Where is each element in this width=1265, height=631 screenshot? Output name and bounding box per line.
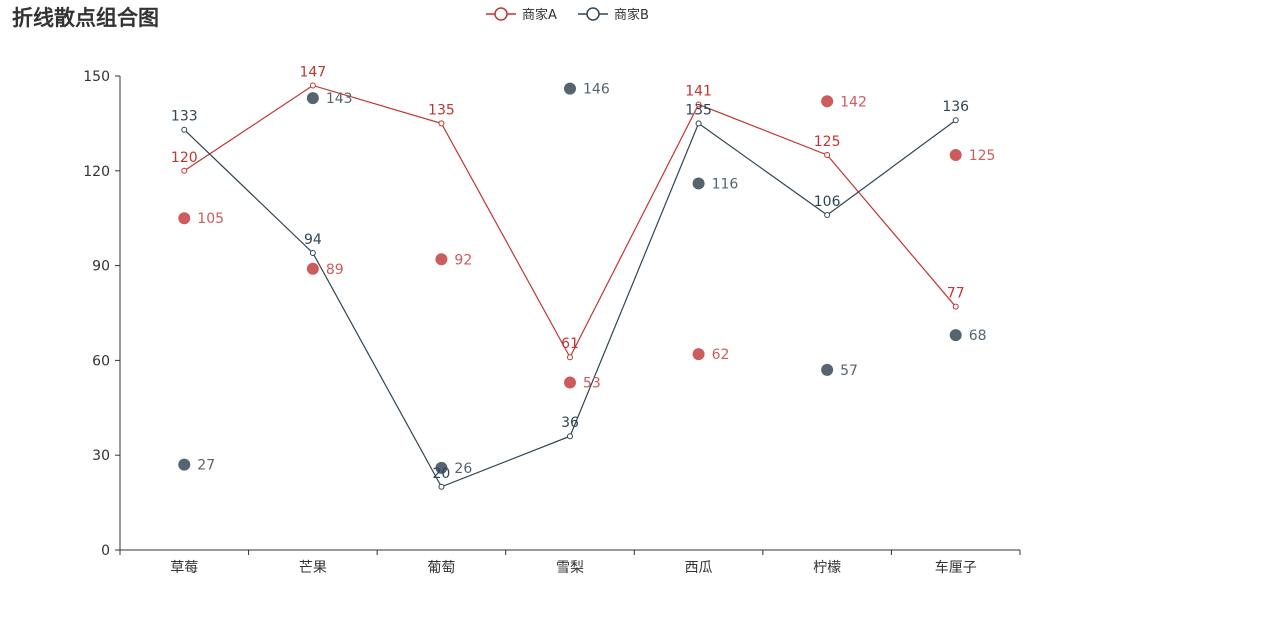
legend[interactable]: 商家A 商家B [486,7,649,23]
line-point[interactable] [567,354,573,361]
x-tick-label: 西瓜 [685,560,713,576]
x-tick-label: 芒果 [299,560,327,576]
scatter-series-group [178,82,962,474]
legend-label: 商家A [522,7,557,23]
scatter-point-1[interactable] [435,253,448,266]
line-data-label: 147 [299,64,326,80]
y-tick-label: 60 [92,353,110,369]
x-tick-label: 车厘子 [935,559,977,576]
line-data-label: 125 [814,134,841,150]
line-data-label: 61 [561,336,579,352]
y-tick-label: 90 [92,259,110,275]
line-data-label: 141 [685,83,712,99]
line-data-label: 135 [685,102,712,118]
y-tick-label: 30 [92,448,110,464]
scatter-point-1[interactable] [692,348,705,361]
scatter-data-label: 142 [840,94,867,110]
line-point[interactable] [695,101,702,108]
scatter-point-1[interactable] [564,376,576,389]
y-tick-label: 120 [83,164,110,180]
x-tick-label: 草莓 [170,560,198,576]
scatter-data-label: 92 [454,252,472,268]
line-point[interactable] [952,117,959,124]
scatter-data-label: 89 [326,262,344,278]
data-labels-group: 120 147 135 61 141 125 77 133 94 20 36 135 106 136 105… [171,64,996,481]
x-tick-label: 柠檬 [813,560,841,576]
line-point[interactable] [824,212,831,219]
legend-item-1[interactable]: 商家A [486,7,557,23]
line-series-group [181,82,959,490]
line-point[interactable] [309,82,316,89]
line-point[interactable] [695,120,702,127]
line-point[interactable] [824,152,831,158]
line-point[interactable] [438,120,445,127]
chart-title: 折线散点组合图 [12,6,159,30]
scatter-point-1[interactable] [949,149,962,161]
scatter-point-2[interactable] [949,329,962,342]
scatter-data-label: 53 [583,376,601,392]
legend-circle-icon [586,7,600,21]
scatter-data-label: 27 [197,458,215,474]
line-point[interactable] [309,249,316,256]
scatter-data-label: 62 [712,347,730,363]
y-tick-label: 150 [83,69,110,85]
x-tick-label: 葡萄 [427,560,455,576]
scatter-point-1[interactable] [821,95,834,108]
scatter-data-label: 146 [583,82,610,98]
scatter-point-2[interactable] [564,82,576,95]
line-data-label: 133 [171,109,198,125]
line-point[interactable] [567,433,573,440]
scatter-data-label: 68 [969,328,987,344]
scatter-point-1[interactable] [306,262,319,275]
line-point[interactable] [181,167,188,174]
legend-circle-icon [494,7,508,21]
scatter-point-2[interactable] [306,92,319,105]
line-point[interactable] [952,303,959,310]
scatter-data-label: 116 [712,176,739,192]
line-data-label: 20 [433,466,451,482]
line-data-label: 136 [942,99,969,115]
line-point[interactable] [438,483,445,490]
legend-item-2[interactable]: 商家B [578,7,649,23]
scatter-data-label: 105 [197,211,224,227]
axes: 0 30 60 90 120 150 草莓 芒果 葡萄 雪梨 西瓜 柠檬 车厘子 [83,69,1021,576]
scatter-point-2[interactable] [435,461,448,474]
line-data-label: 77 [947,286,965,302]
line-data-label: 94 [304,232,322,248]
scatter-point-2[interactable] [692,177,705,190]
scatter-data-label: 125 [969,148,996,164]
line-data-label: 36 [561,415,579,431]
line-point[interactable] [181,126,188,133]
scatter-point-2[interactable] [178,458,191,471]
scatter-data-label: 26 [454,461,472,477]
line-series-1 [183,84,957,359]
scatter-point-2[interactable] [821,363,834,376]
line-data-label: 135 [428,102,455,118]
scatter-data-label: 143 [326,91,353,107]
scatter-point-1[interactable] [178,212,191,225]
line-data-label: 120 [171,150,198,166]
y-tick-label: 0 [101,543,110,559]
line-data-label: 106 [814,194,841,210]
x-tick-label: 雪梨 [556,560,584,576]
legend-label: 商家B [614,7,649,23]
line-series-2 [183,119,957,488]
scatter-data-label: 57 [840,363,858,379]
